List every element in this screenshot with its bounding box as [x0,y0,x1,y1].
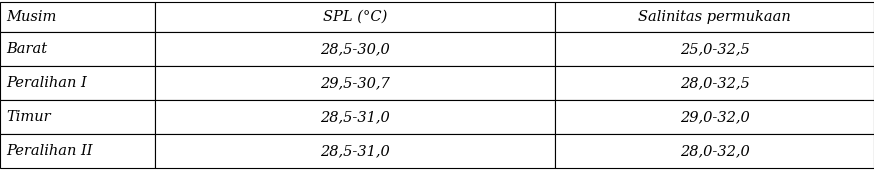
Bar [555,66,874,100]
Bar [555,134,874,168]
Text: 28,5-31,0: 28,5-31,0 [320,144,390,158]
Bar [155,100,555,134]
Bar [0,32,155,66]
Bar [155,2,555,32]
Text: Salinitas permukaan: Salinitas permukaan [638,10,791,24]
Text: Peralihan II: Peralihan II [6,144,93,158]
Text: 28,5-30,0: 28,5-30,0 [320,42,390,56]
Text: Barat: Barat [6,42,47,56]
Bar [0,100,155,134]
Text: 28,0-32,0: 28,0-32,0 [680,144,749,158]
Text: 29,0-32,0: 29,0-32,0 [680,110,749,124]
Text: Peralihan I: Peralihan I [6,76,87,90]
Bar [555,32,874,66]
Text: 29,5-30,7: 29,5-30,7 [320,76,390,90]
Bar [555,100,874,134]
Text: 28,5-31,0: 28,5-31,0 [320,110,390,124]
Bar [155,134,555,168]
Bar [0,134,155,168]
Bar [155,32,555,66]
Text: Timur: Timur [6,110,51,124]
Text: Musim: Musim [6,10,57,24]
Text: 28,0-32,5: 28,0-32,5 [680,76,749,90]
Bar [555,2,874,32]
Text: SPL (°C): SPL (°C) [323,10,387,24]
Bar [0,2,155,32]
Text: 25,0-32,5: 25,0-32,5 [680,42,749,56]
Bar [0,66,155,100]
Bar [155,66,555,100]
